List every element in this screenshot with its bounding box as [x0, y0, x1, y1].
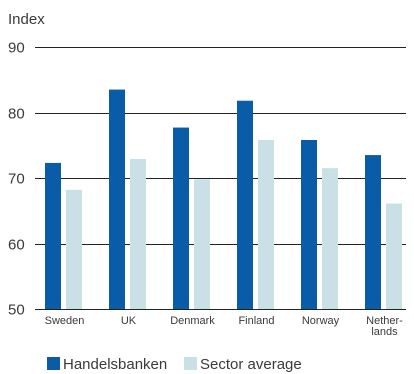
legend-swatch-handelsbanken [47, 357, 60, 370]
y-tick-label: 60 [8, 237, 25, 254]
y-tick-label: 90 [8, 40, 25, 57]
legend-label-sector-average: Sector average [200, 356, 302, 373]
x-tick-label: Norway [302, 315, 340, 327]
x-tick-label: Finland [238, 315, 274, 327]
bar-sector-average-finland [258, 140, 274, 309]
y-axis-title: Index [8, 11, 45, 28]
y-tick-labels: 50 60 70 80 90 [8, 40, 25, 319]
bar-handelsbanken-sweden [45, 162, 61, 309]
x-tick-label: Nether- [366, 315, 403, 327]
bar-handelsbanken-netherlands [365, 155, 381, 309]
bar-sector-average-netherlands [386, 203, 402, 309]
bar-handelsbanken-uk [109, 89, 125, 309]
bar-sector-average-denmark [194, 179, 210, 309]
bar-handelsbanken-finland [237, 100, 253, 310]
x-tick-label: UK [121, 315, 137, 327]
legend: Handelsbanken Sector average [47, 356, 302, 373]
bars [45, 89, 402, 310]
bar-handelsbanken-denmark [173, 127, 189, 309]
bar-sector-average-norway [322, 168, 338, 309]
bar-handelsbanken-norway [301, 140, 317, 309]
x-tick-label: Denmark [170, 315, 215, 327]
bar-sector-average-sweden [66, 189, 82, 309]
y-tick-label: 80 [8, 106, 25, 123]
x-tick-label: Sweden [45, 315, 85, 327]
y-tick-label: 50 [8, 302, 25, 319]
y-tick-label: 70 [8, 171, 25, 188]
bar-sector-average-uk [130, 159, 146, 309]
x-tick-labels: Sweden UK Denmark Finland Norway Nether-lands [45, 315, 404, 338]
x-tick-label: lands [371, 326, 398, 338]
legend-swatch-sector-average [184, 357, 197, 370]
gridlines [35, 47, 406, 310]
legend-label-handelsbanken: Handelsbanken [63, 356, 167, 373]
